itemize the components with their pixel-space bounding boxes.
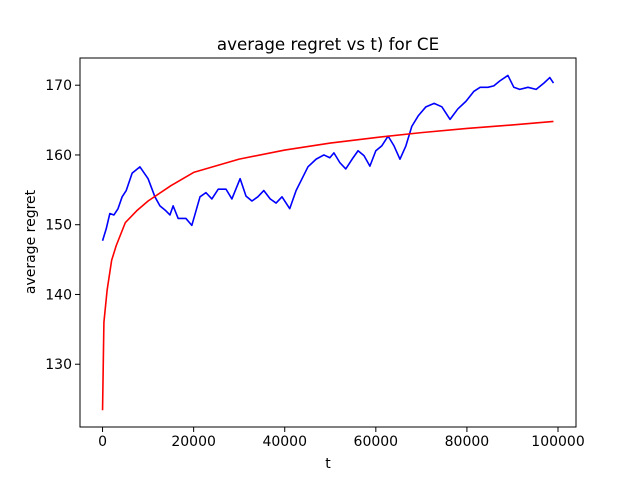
- chart-title: average regret vs t) for CE: [217, 34, 439, 54]
- x-tick-label: 80000: [445, 434, 490, 450]
- y-tick-label: 130: [45, 357, 72, 373]
- x-axis-label: t: [325, 456, 331, 472]
- y-tick-label: 150: [45, 218, 72, 234]
- x-tick-label: 20000: [171, 434, 216, 450]
- x-tick-label: 100000: [531, 434, 584, 450]
- plot-frame: [79, 57, 577, 428]
- x-tick-label: 40000: [262, 434, 307, 450]
- data-line: [101, 74, 555, 241]
- y-tick-label: 160: [45, 148, 72, 164]
- y-tick-label: 140: [45, 287, 72, 303]
- x-tick-label: 60000: [354, 434, 399, 450]
- y-tick-label: 170: [45, 78, 72, 94]
- y-axis-label: average regret: [23, 189, 39, 294]
- data-line: [101, 120, 554, 411]
- x-tick-label: 0: [98, 434, 107, 450]
